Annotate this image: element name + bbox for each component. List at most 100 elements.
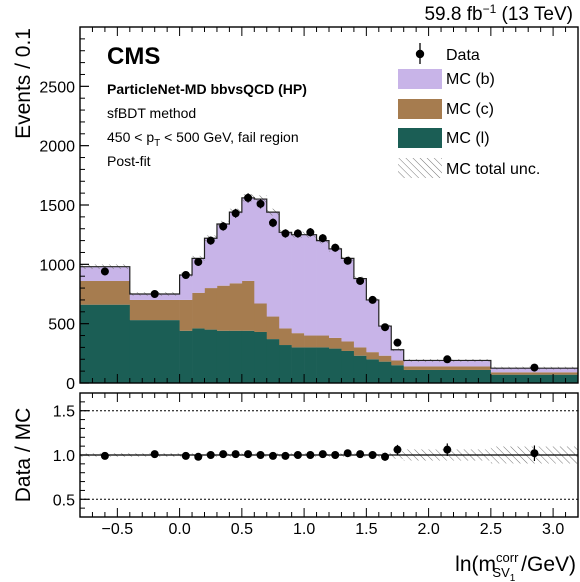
bar-mc-c--1 <box>129 299 180 321</box>
x-tick-label-6: 2.5 <box>480 521 502 538</box>
bar-mc-l--19 <box>391 365 404 383</box>
ratio-point-16 <box>356 450 365 459</box>
data-point-5 <box>219 222 228 231</box>
bar-mc-b--13 <box>316 240 330 336</box>
bar-mc-l--13 <box>316 347 330 383</box>
bar-mc-c--13 <box>316 335 330 348</box>
y-tick-label-0: 0 <box>66 376 75 393</box>
ratio-panel: 0.5 1.0 1.5 −0.5 0.0 0.5 1.0 1.5 2.0 2.5 3.0 Data… <box>12 392 579 582</box>
bar-mc-l--5 <box>216 330 230 383</box>
bar-mc-c--14 <box>329 337 342 349</box>
bar-mc-b--9 <box>266 212 280 317</box>
legend-unc-fill <box>398 158 442 178</box>
bar-mc-l--14 <box>329 348 342 383</box>
bar-mc-b--8 <box>254 199 268 304</box>
ratio-y-axis: 0.5 1.0 1.5 <box>53 401 89 509</box>
bar-mc-l--10 <box>279 345 292 383</box>
ratio-point-20 <box>443 445 452 454</box>
bar-mc-c--10 <box>279 328 292 346</box>
data-point-19 <box>393 338 402 347</box>
bar-mc-b--15 <box>341 258 355 342</box>
bar-mc-c--11 <box>291 333 305 348</box>
ratio-point-13 <box>318 450 327 459</box>
x-tick-label-0: −0.5 <box>102 521 134 538</box>
ratio-point-18 <box>381 452 390 461</box>
bar-mc-c--21 <box>490 372 579 375</box>
x-axis-label: ln(mcorr SV1 /GeV) <box>455 550 576 582</box>
luminosity-label: 59.8 fb−1 (13 TeV) <box>424 2 573 25</box>
data-point-7 <box>244 193 253 202</box>
data-point-2 <box>181 271 190 280</box>
legend-label-mc-b: MC (b) <box>446 71 495 88</box>
bar-mc-b--2 <box>179 275 193 300</box>
bar-mc-b--3 <box>192 258 205 293</box>
bar-mc-l--16 <box>353 355 367 383</box>
data-point-3 <box>194 257 203 266</box>
ratio-y-tick-label-0: 0.5 <box>53 492 75 509</box>
bar-mc-l--4 <box>204 329 218 383</box>
ratio-point-9 <box>268 451 277 460</box>
ratio-point-15 <box>343 449 352 458</box>
bar-mc-l--9 <box>266 339 280 383</box>
y-tick-label-4: 2000 <box>39 139 75 156</box>
legend-data-marker <box>415 43 425 64</box>
bar-mc-c--8 <box>254 303 268 332</box>
bar-mc-b--18 <box>378 326 392 356</box>
legend-swatch-unc <box>398 158 442 178</box>
bar-mc-c--4 <box>204 288 218 330</box>
ratio-y-tick-label-1: 1.0 <box>53 448 75 465</box>
x-tick-label-2: 0.5 <box>231 521 253 538</box>
annotation-region: 450 < pT < 500 GeV, fail region <box>107 129 299 149</box>
bar-mc-c--5 <box>216 285 230 331</box>
bar-mc-c--15 <box>341 341 355 351</box>
data-point-9 <box>268 218 277 227</box>
bar-mc-c--19 <box>391 360 404 366</box>
bar-mc-b--19 <box>391 349 404 361</box>
annotation-method: sfBDT method <box>107 105 196 121</box>
data-point-6 <box>231 209 240 218</box>
bar-mc-l--20 <box>403 369 492 383</box>
ratio-point-2 <box>181 451 190 460</box>
legend-swatch-mc-c <box>398 99 442 119</box>
bar-mc-c--0 <box>80 280 131 305</box>
legend: Data MC (b) MC (c) MC (l) MC total unc. <box>398 43 540 178</box>
ratio-point-5 <box>219 450 228 459</box>
cms-label: CMS <box>107 43 160 70</box>
data-point-0 <box>100 267 109 276</box>
bar-mc-b--6 <box>229 212 243 284</box>
main-frame <box>79 26 579 384</box>
bar-mc-c--7 <box>241 280 255 331</box>
ratio-point-12 <box>306 451 315 459</box>
x-tick-label-3: 1.0 <box>293 521 315 538</box>
bar-mc-b--11 <box>291 234 305 334</box>
legend-label-unc: MC total unc. <box>446 161 540 178</box>
bar-mc-l--3 <box>192 328 205 383</box>
data-point-12 <box>306 228 315 237</box>
x-tick-label-1: 0.0 <box>168 521 190 538</box>
ratio-point-21 <box>530 449 539 458</box>
ratio-y-tick-label-2: 1.5 <box>53 404 75 421</box>
bar-mc-b--7 <box>241 197 255 281</box>
bar-mc-l--11 <box>291 347 305 383</box>
bar-mc-b--14 <box>329 248 342 338</box>
y-tick-label-5: 2500 <box>39 79 75 96</box>
bar-mc-l--1 <box>129 320 180 383</box>
data-points <box>100 193 539 372</box>
ratio-point-7 <box>244 450 253 459</box>
bar-mc-l--21 <box>490 374 579 383</box>
ratio-point-19 <box>393 445 402 454</box>
legend-swatch-mc-b <box>398 69 442 89</box>
bar-mc-c--3 <box>192 292 205 329</box>
ratio-point-0 <box>100 451 109 460</box>
x-axis: −0.5 0.0 0.5 1.0 1.5 2.0 2.5 3.0 <box>79 393 579 538</box>
bar-mc-c--18 <box>378 355 392 362</box>
bar-mc-c--20 <box>403 366 492 370</box>
ratio-point-11 <box>293 451 302 459</box>
data-point-15 <box>343 256 352 265</box>
ratio-point-6 <box>231 450 240 459</box>
ratio-y-axis-label: Data / MC <box>12 408 35 503</box>
ratio-frame <box>79 392 579 518</box>
main-y-axis-label: Events / 0.1 <box>12 28 35 139</box>
bar-mc-l--6 <box>229 330 243 383</box>
